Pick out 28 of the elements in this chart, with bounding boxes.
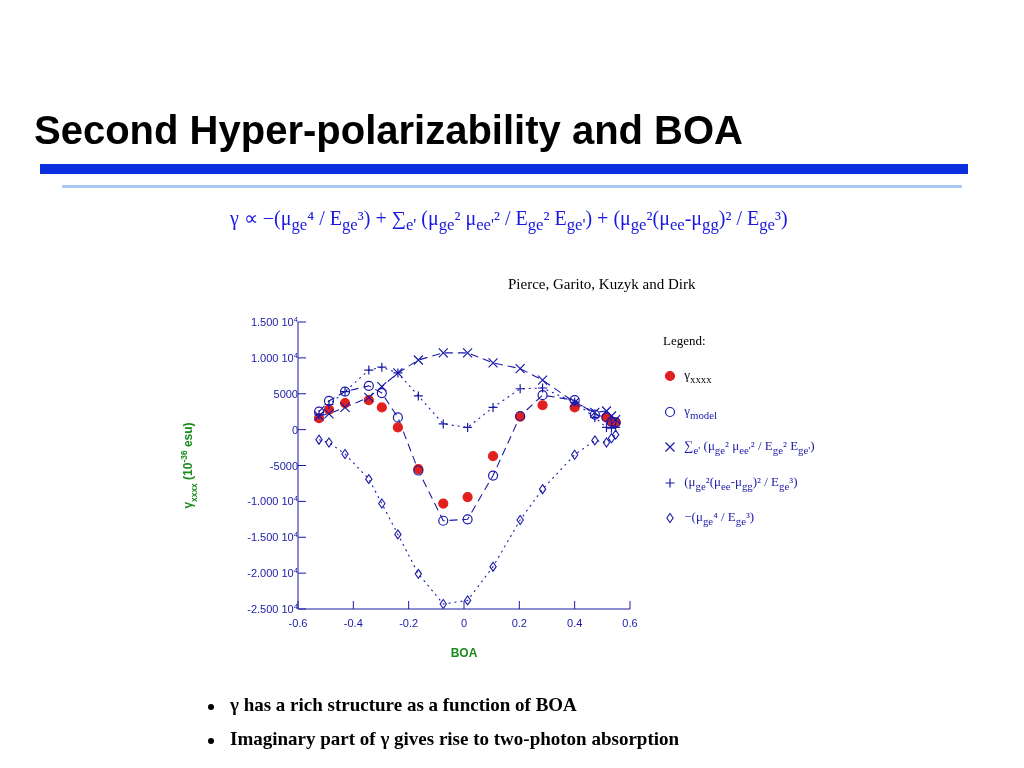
text: ∑$_{e'}$ (μ$_{ge}$² μ$_{ee'}$² / E$_{ge}$² E$_{ge'}$) — [684, 438, 815, 456]
text: Imaginary part of γ gives rise to two-photon absorption — [230, 728, 680, 749]
text: Pierce, Garito, Kuzyk and Dirk — [508, 276, 696, 292]
y-tick-label: 1.000 10$^{4}$ — [250, 350, 299, 364]
y-tick-label: -5000 — [269, 459, 298, 472]
y-tick-label: 1.500 10$^{4}$ — [250, 314, 299, 328]
legend-label: γ$_{xxxx}$ — [684, 367, 712, 385]
legend-title: Legend: — [663, 333, 706, 348]
y-tick-label: 5000 — [273, 387, 298, 400]
x-tick-label: 0 — [460, 616, 468, 629]
y-tick-label: -2.000 10$^{4}$ — [247, 565, 299, 580]
text: (μ$_{ge}$²(μ$_{ee}$-μ$_{gg}$)² / E$_{ge}$³) — [684, 473, 798, 492]
y-tick-label: -1.000 10$^{4}$ — [247, 493, 299, 508]
x-tick-label: 0.2 — [511, 616, 527, 629]
x-axis-title: BOA — [450, 646, 478, 660]
y-tick-label: -2.500 10$^{4}$ — [247, 601, 299, 615]
x-tick-label: 0.4 — [567, 616, 583, 629]
y-tick-label: 0 — [291, 423, 298, 436]
legend-label: −(μ$_{ge}$⁴ / E$_{ge}$³) — [684, 509, 755, 527]
x-tick-label: -0.4 — [343, 616, 363, 629]
y-tick-label: -1.500 10$^{4}$ — [247, 529, 299, 544]
x-tick-label: -0.2 — [399, 616, 419, 629]
legend-label: γ$_{model}$ — [684, 402, 718, 421]
x-tick-label: 0.6 — [622, 616, 638, 629]
x-tick-label: -0.6 — [288, 616, 308, 629]
chart-title: Second Hyper-polarizability and BOA — [34, 108, 744, 152]
text: γ has a rich structure as a function of BOA — [230, 694, 577, 715]
text: γ ∝ −(μ$_{ge}$⁴ / E$_{ge}$³) + ∑$_{e'}$ (μ$_{ge}$² μ$_{ee'}$² / E$_{ge}$² E$_{ge'}$) + (μ$_{ge}$²(μ$_{ee}$-μ$_{gg}$)² / E$_{ge}$³) — [230, 207, 788, 234]
